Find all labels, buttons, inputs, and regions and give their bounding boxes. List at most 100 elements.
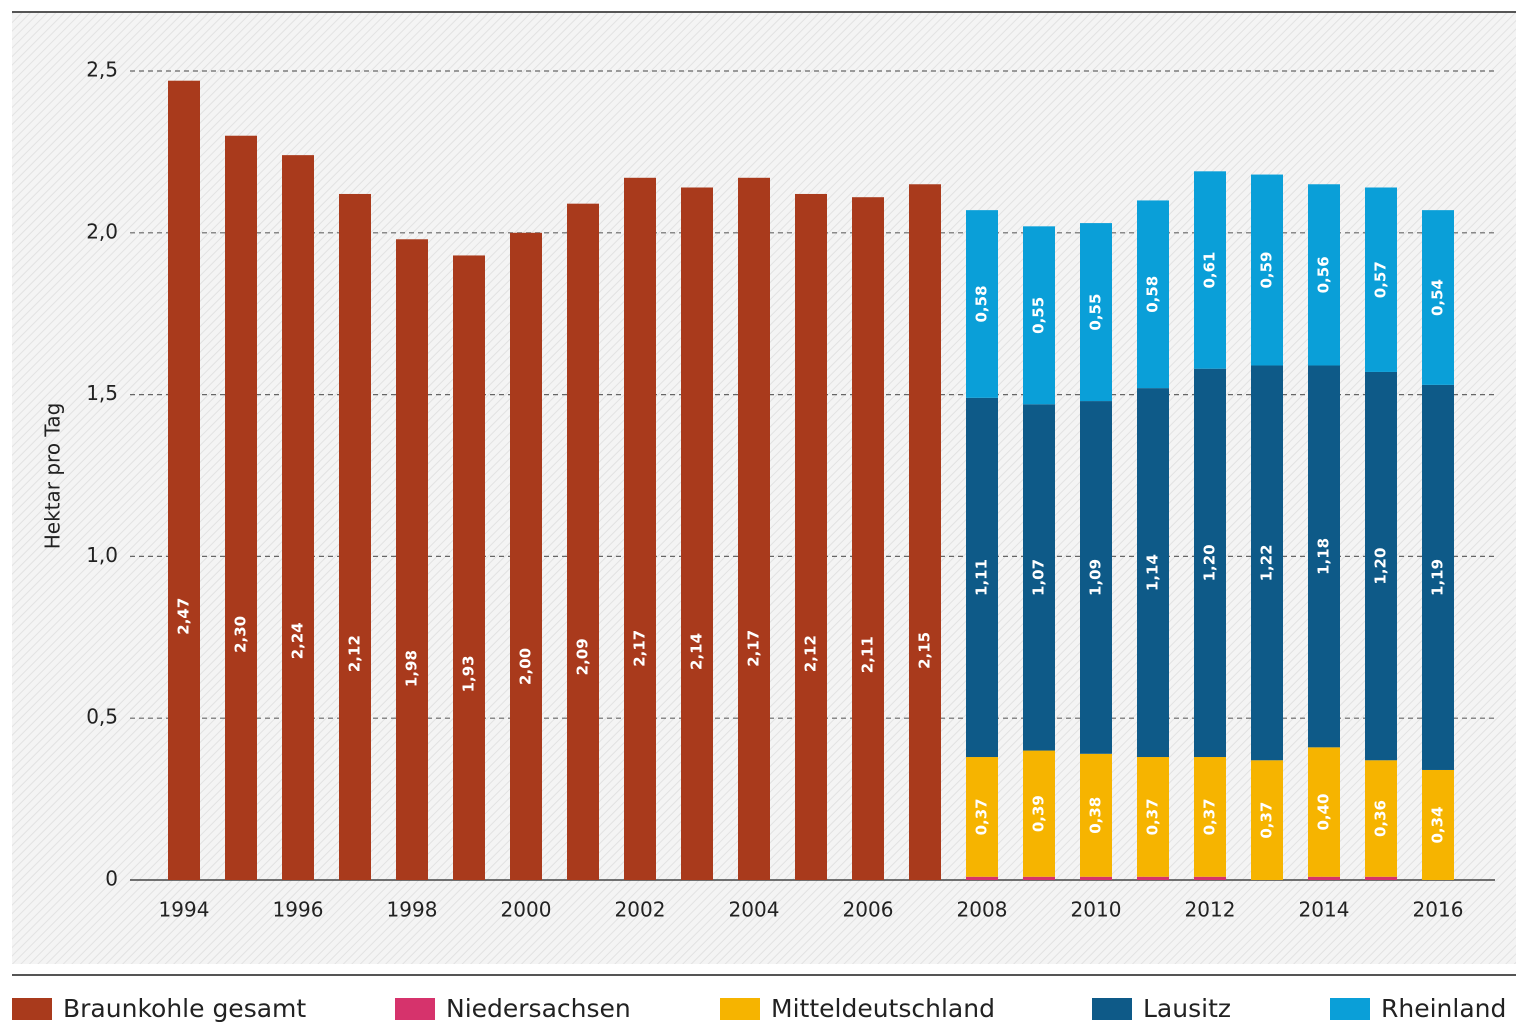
bar-segment (339, 193, 371, 880)
value-label: 1,11 (973, 559, 991, 596)
value-label: 0,34 (1429, 806, 1447, 843)
bar-segment (1422, 210, 1454, 385)
value-label: 1,93 (460, 655, 478, 692)
value-label: 2,17 (631, 630, 649, 667)
legend-swatch (720, 998, 760, 1020)
value-label: 1,20 (1201, 544, 1219, 581)
value-label: 2,17 (745, 630, 763, 667)
legend-label: Lausitz (1143, 994, 1231, 1023)
bar-segment (1080, 753, 1112, 877)
bar-segment (168, 80, 200, 880)
x-tick-label: 2002 (615, 898, 666, 922)
bar-segment (966, 757, 998, 877)
bar-segment (1365, 371, 1397, 761)
bar-segment (1251, 365, 1283, 761)
bar-segment (1308, 876, 1340, 880)
value-label: 1,19 (1429, 559, 1447, 596)
y-tick-label: 1,5 (86, 381, 118, 405)
bar-segment (681, 187, 713, 881)
y-tick-label: 0 (105, 867, 118, 891)
value-label: 2,47 (175, 598, 193, 635)
value-label: 2,12 (802, 635, 820, 672)
bar-segment (1308, 184, 1340, 366)
y-tick-label: 0,5 (86, 705, 118, 729)
bar-segment (795, 193, 827, 880)
value-label: 1,14 (1144, 554, 1162, 591)
legend-label: Niedersachsen (446, 994, 631, 1023)
value-label: 0,59 (1258, 252, 1276, 289)
bar-segment (966, 397, 998, 758)
x-tick-label: 2000 (501, 898, 552, 922)
bar-segment (738, 177, 770, 881)
value-label: 2,09 (574, 638, 592, 675)
value-label: 0,36 (1372, 800, 1390, 837)
value-label: 2,15 (916, 632, 934, 669)
bar-segment (1365, 187, 1397, 372)
x-tick-label: 2016 (1413, 898, 1464, 922)
legend-label: Braunkohle gesamt (63, 994, 306, 1023)
bar-segment (282, 155, 314, 881)
bar-segment (396, 239, 428, 881)
value-label: 0,55 (1087, 294, 1105, 331)
bar-segment (1194, 368, 1226, 758)
value-label: 0,55 (1030, 297, 1048, 334)
legend-swatch (1092, 998, 1132, 1020)
value-label: 2,11 (859, 636, 877, 673)
bar-segment (1251, 174, 1283, 366)
value-label: 0,57 (1372, 261, 1390, 298)
x-tick-label: 1998 (387, 898, 438, 922)
bar-segment (453, 255, 485, 880)
value-label: 0,58 (1144, 276, 1162, 313)
legend-label: Rheinland (1381, 994, 1506, 1023)
bar-segment (1194, 876, 1226, 880)
y-tick-label: 1,0 (86, 543, 118, 567)
y-tick-label: 2,5 (86, 58, 118, 82)
value-label: 2,12 (346, 635, 364, 672)
x-tick-label: 2004 (729, 898, 780, 922)
value-label: 0,54 (1429, 279, 1447, 316)
y-axis-label: Hektar pro Tag (41, 403, 65, 550)
value-label: 1,18 (1315, 538, 1333, 575)
value-label: 0,38 (1087, 797, 1105, 834)
bar-segment (966, 876, 998, 880)
bar-segment (1137, 757, 1169, 877)
value-label: 2,14 (688, 633, 706, 670)
bar-segment (1023, 404, 1055, 751)
value-label: 0,56 (1315, 256, 1333, 293)
bar-segment (1251, 760, 1283, 880)
bar-segment (1023, 876, 1055, 880)
value-label: 1,07 (1030, 559, 1048, 596)
bar-segment (852, 197, 884, 881)
bar-segment (1137, 200, 1169, 389)
value-label: 1,98 (403, 650, 421, 687)
bar-segment (1308, 747, 1340, 877)
bar-segment (1137, 388, 1169, 758)
bar-segment (1023, 750, 1055, 877)
value-label: 0,37 (1144, 798, 1162, 835)
value-label: 0,40 (1315, 794, 1333, 831)
value-label: 0,37 (1201, 798, 1219, 835)
x-tick-label: 1994 (159, 898, 210, 922)
bar-segment (1194, 757, 1226, 877)
bar-segment (1194, 171, 1226, 369)
x-tick-label: 2010 (1071, 898, 1122, 922)
bar-segment (1365, 876, 1397, 880)
bar-segment (1080, 401, 1112, 754)
x-tick-label: 2006 (843, 898, 894, 922)
legend-swatch (395, 998, 435, 1020)
bar-segment (567, 203, 599, 880)
value-label: 2,00 (517, 648, 535, 685)
value-label: 0,39 (1030, 795, 1048, 832)
x-tick-label: 2008 (957, 898, 1008, 922)
value-label: 0,58 (973, 285, 991, 322)
y-tick-label: 2,0 (86, 219, 118, 243)
bar-segment (1023, 226, 1055, 405)
bar-segment (1137, 876, 1169, 880)
legend-swatch (1330, 998, 1370, 1020)
bar-segment (1080, 223, 1112, 402)
legend-swatch (12, 998, 52, 1020)
bar-segment (1422, 384, 1454, 770)
value-label: 2,30 (232, 616, 250, 653)
value-label: 1,09 (1087, 559, 1105, 596)
x-tick-label: 1996 (273, 898, 324, 922)
